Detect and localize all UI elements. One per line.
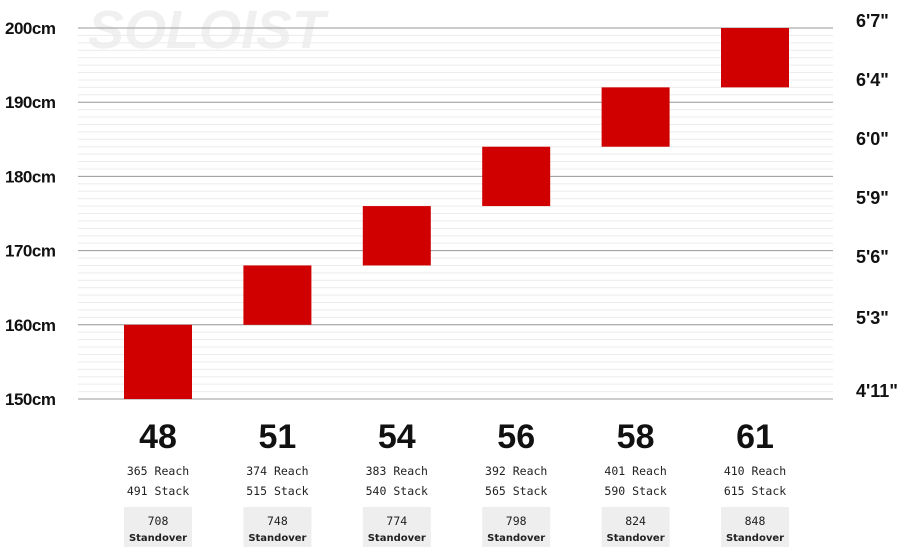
stack-spec: 540 Stack <box>366 484 428 498</box>
standover-value: 748 <box>267 514 288 528</box>
major-gridlines <box>78 27 833 400</box>
reach-label: Reach <box>155 464 190 478</box>
y-tick-label-cm: 150cm <box>5 390 56 409</box>
stack-value: 491 <box>127 484 148 498</box>
standover-label: Standover <box>368 533 426 544</box>
size-labels: 48 51 54 56 58 61 <box>139 418 774 456</box>
standover-value: 848 <box>745 514 766 528</box>
y-tick-label-cm: 170cm <box>5 242 56 261</box>
bar-size-51 <box>243 265 312 325</box>
size-label-58: 58 <box>617 418 655 456</box>
stack-value: 540 <box>366 484 387 498</box>
standover-value: 824 <box>625 514 646 528</box>
size-label-54: 54 <box>378 418 416 456</box>
reach-value: 365 <box>127 464 148 478</box>
y-tick-label-cm: 200cm <box>5 19 56 38</box>
standover-value: 774 <box>386 514 407 528</box>
stack-label: Stack <box>752 484 787 498</box>
reach-spec: 365 Reach <box>127 464 189 478</box>
brand-watermark: SOLOIST <box>88 0 329 60</box>
stack-spec: 565 Stack <box>485 484 547 498</box>
stack-spec: 491 Stack <box>127 484 189 498</box>
size-label-61: 61 <box>736 418 774 456</box>
bar-size-54 <box>362 206 431 266</box>
stack-label: Stack <box>393 484 428 498</box>
standover-label: Standover <box>129 533 187 544</box>
stack-label: Stack <box>513 484 548 498</box>
bar-size-56 <box>482 146 551 207</box>
y-tick-label-cm: 160cm <box>5 316 56 335</box>
y-tick-label-cm: 190cm <box>5 93 56 112</box>
stack-label: Stack <box>274 484 309 498</box>
reach-spec: 383 Reach <box>366 464 428 478</box>
reach-spec: 392 Reach <box>485 464 547 478</box>
size-label-56: 56 <box>497 418 535 456</box>
reach-spec: 374 Reach <box>246 464 308 478</box>
stack-value: 565 <box>485 484 506 498</box>
reach-value: 383 <box>366 464 387 478</box>
bars <box>124 28 789 399</box>
stack-value: 515 <box>246 484 267 498</box>
y-tick-label-ft: 6'7" <box>856 11 889 31</box>
standover-label: Standover <box>487 533 545 544</box>
y-tick-label-ft: 5'9" <box>856 188 889 208</box>
stack-spec: 590 Stack <box>604 484 666 498</box>
y-tick-label-ft: 6'0" <box>856 129 889 149</box>
reach-label: Reach <box>632 464 667 478</box>
stack-value: 590 <box>604 484 625 498</box>
reach-value: 374 <box>246 464 267 478</box>
y-tick-label-cm: 180cm <box>5 167 56 186</box>
size-label-51: 51 <box>258 418 296 456</box>
reach-value: 401 <box>604 464 625 478</box>
minor-gridlines <box>78 27 833 400</box>
stack-value: 615 <box>724 484 745 498</box>
stack-spec: 615 Stack <box>724 484 786 498</box>
y-tick-label-ft: 6'4" <box>856 70 889 90</box>
standover-box <box>243 507 312 547</box>
geometry-specs: 365 Reach 491 Stack 708 Standover 374 Reach 5… <box>124 464 789 547</box>
standover-value: 798 <box>506 514 527 528</box>
y-tick-label-ft: 4'11" <box>856 381 898 401</box>
standover-box <box>124 507 192 547</box>
standover-box <box>482 507 551 547</box>
left-axis-cm: 200cm 190cm 180cm 170cm 160cm 150cm <box>5 19 56 409</box>
reach-label: Reach <box>752 464 787 478</box>
reach-value: 410 <box>724 464 745 478</box>
reach-label: Reach <box>274 464 309 478</box>
standover-box <box>601 507 670 547</box>
standover-value: 708 <box>148 514 169 528</box>
standover-label: Standover <box>248 533 306 544</box>
reach-value: 392 <box>485 464 506 478</box>
standover-box <box>362 507 431 547</box>
standover-label: Standover <box>607 533 665 544</box>
size-label-48: 48 <box>139 418 177 456</box>
right-axis-feet: 6'7" 6'4" 6'0" 5'9" 5'6" 5'3" 4'11" <box>856 11 898 401</box>
y-tick-label-ft: 5'3" <box>856 308 889 328</box>
stack-label: Stack <box>155 484 190 498</box>
reach-label: Reach <box>393 464 428 478</box>
standover-box <box>721 507 789 547</box>
reach-label: Reach <box>513 464 548 478</box>
bar-size-58 <box>601 87 670 147</box>
standover-label: Standover <box>726 533 784 544</box>
y-tick-label-ft: 5'6" <box>856 247 889 267</box>
stack-spec: 515 Stack <box>246 484 308 498</box>
bar-size-48 <box>124 324 192 399</box>
reach-spec: 401 Reach <box>604 464 666 478</box>
reach-spec: 410 Reach <box>724 464 786 478</box>
bar-size-61 <box>721 28 789 88</box>
stack-label: Stack <box>632 484 667 498</box>
